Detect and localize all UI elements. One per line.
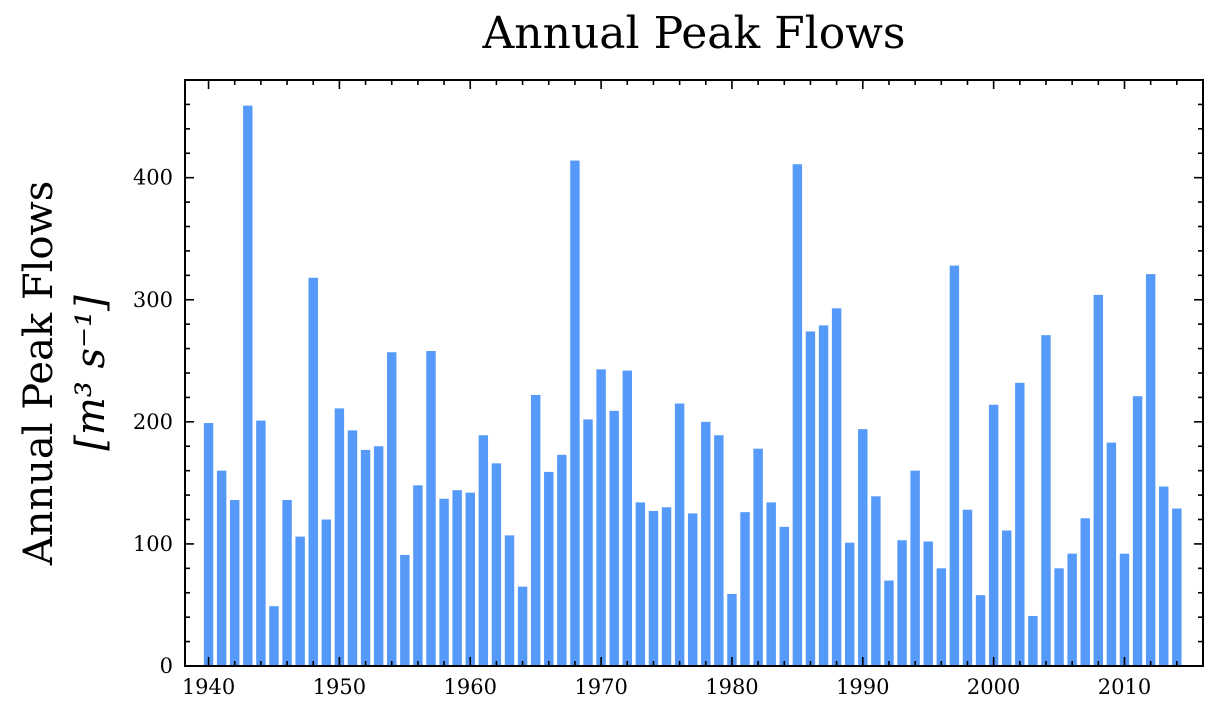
bar-1990	[858, 429, 868, 666]
bar-1979	[714, 435, 724, 666]
bar-1977	[687, 513, 698, 666]
y-tick-label: 100	[133, 532, 173, 556]
bar-1972	[622, 370, 632, 666]
x-tick-label: 1990	[836, 675, 889, 699]
x-tick-label: 2010	[1098, 675, 1151, 699]
bar-1994	[910, 470, 920, 666]
bar-2002	[1015, 382, 1025, 666]
bar-1969	[583, 419, 593, 666]
bar-1962	[491, 463, 502, 666]
bar-2013	[1159, 486, 1169, 666]
bar-1946	[282, 499, 292, 666]
bar-2003	[1028, 615, 1038, 666]
bar-1941	[216, 470, 227, 666]
bar-1981	[740, 512, 750, 666]
bar-1959	[452, 490, 462, 666]
bar-2008	[1093, 294, 1104, 666]
bar-1955	[400, 554, 410, 666]
bar-1997	[949, 265, 960, 666]
bars	[203, 105, 1182, 667]
plot-frame	[184, 79, 1204, 667]
bar-1963	[504, 535, 515, 666]
bar-1948	[308, 277, 318, 666]
bar-1940	[203, 423, 214, 666]
bar-2006	[1067, 553, 1077, 666]
bar-1978	[701, 421, 711, 666]
y-tick-label: 300	[133, 288, 173, 312]
y-axis-label-line2: [m³ s⁻¹]	[68, 295, 114, 451]
bar-1965	[530, 394, 541, 666]
bar-2000	[988, 404, 999, 666]
x-tick-label: 1970	[574, 675, 627, 699]
bar-2007	[1080, 518, 1090, 666]
bar-1984	[779, 526, 789, 666]
bar-1992	[884, 580, 894, 666]
bar-1950	[334, 408, 345, 666]
bar-2012	[1145, 274, 1156, 666]
bar-1961	[478, 435, 489, 666]
bar-1983	[766, 502, 776, 666]
bar-1980	[727, 593, 737, 666]
bar-1943	[243, 105, 253, 666]
bar-1952	[360, 449, 371, 666]
x-tick-label: 1960	[444, 675, 497, 699]
bar-1982	[753, 448, 763, 666]
bar-1985	[792, 164, 803, 667]
chart-title: Annual Peak Flows	[482, 8, 906, 59]
y-tick-label: 0	[160, 654, 173, 678]
x-tick-label: 1950	[313, 675, 366, 699]
bar-1966	[544, 471, 554, 666]
bar-1993	[897, 540, 907, 666]
x-tick-label: 2000	[967, 675, 1020, 699]
bar-1957	[426, 351, 436, 666]
bar-1987	[818, 325, 829, 666]
bar-1989	[845, 542, 855, 666]
bar-1951	[347, 430, 358, 666]
bar-1975	[661, 507, 672, 666]
bar-1971	[609, 410, 619, 666]
bar-1996	[936, 568, 947, 666]
x-tick-label: 1980	[705, 675, 758, 699]
bar-1944	[256, 420, 266, 666]
bar-2001	[1002, 530, 1012, 666]
bar-1945	[269, 606, 279, 666]
bar-1991	[871, 496, 881, 666]
bar-1947	[295, 536, 305, 666]
bar-1958	[439, 498, 449, 666]
bar-2011	[1132, 396, 1143, 666]
bar-2010	[1119, 553, 1130, 666]
bar-1998	[962, 509, 973, 666]
bar-1960	[465, 492, 475, 666]
bar-1956	[413, 485, 423, 666]
bar-1988	[831, 308, 842, 666]
bar-1942	[230, 499, 240, 666]
bar-1974	[648, 510, 659, 666]
bar-1954	[387, 352, 397, 666]
x-tick-label: 1940	[182, 675, 235, 699]
bar-1986	[805, 331, 816, 666]
bar-1964	[517, 586, 528, 666]
bar-1970	[596, 369, 606, 666]
y-tick-label: 200	[133, 410, 173, 434]
bar-2009	[1106, 442, 1117, 666]
bar-1973	[635, 502, 646, 666]
bar-2004	[1041, 335, 1051, 666]
y-tick-label: 400	[133, 166, 173, 190]
bar-2005	[1054, 568, 1064, 666]
y-axis-label-line1: Annual Peak Flows	[16, 181, 62, 567]
bar-2014	[1172, 508, 1182, 666]
bar-1949	[321, 519, 332, 666]
bar-1995	[923, 541, 933, 666]
bar-1967	[557, 454, 567, 666]
bar-1999	[975, 595, 986, 666]
bar-1953	[373, 446, 384, 666]
bar-1976	[674, 403, 685, 666]
bar-1968	[570, 160, 580, 666]
